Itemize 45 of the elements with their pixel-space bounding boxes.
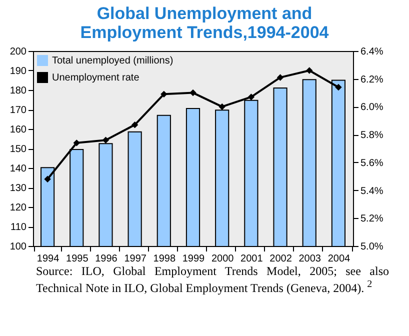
y-tick-label: 140 <box>10 164 27 174</box>
y-tick-label: 150 <box>10 144 27 155</box>
x-tick-label: 1997 <box>124 254 147 264</box>
x-tick-label: 2004 <box>328 254 351 264</box>
y-tick-label: 160 <box>10 124 27 136</box>
point <box>335 84 342 91</box>
point <box>160 90 168 98</box>
legend-label: Total unemployed (millions) <box>52 56 174 66</box>
x-tick-label: 2002 <box>270 254 292 264</box>
y2-tick-label: 5.2% <box>360 214 384 225</box>
y-tick-label: 120 <box>10 202 27 214</box>
point <box>73 140 80 146</box>
y2-tick-label: 6.2% <box>360 74 384 86</box>
x-tick-label: 1999 <box>182 254 206 264</box>
point <box>190 89 196 96</box>
point <box>131 121 138 128</box>
x-tick-label: 2001 <box>240 254 264 264</box>
y-tick-label: 110 <box>10 222 27 233</box>
y-tick-label: 170 <box>10 105 27 116</box>
point <box>102 136 110 144</box>
y2-tick-label: 6.4% <box>360 46 384 58</box>
x-tick-label: 2000 <box>211 254 234 264</box>
y2-tick-label: 5.8% <box>360 130 384 142</box>
x-tick-label: 1995 <box>66 254 89 264</box>
point <box>44 176 51 182</box>
point <box>306 67 313 74</box>
y-tick-label: 130 <box>10 183 27 194</box>
x-tick-label: 1996 <box>95 254 118 264</box>
x-tick-label: 1994 <box>36 254 60 264</box>
x-tick-label: 2003 <box>298 254 322 264</box>
point <box>276 74 284 81</box>
chart-title: Global Unemployment and Employment Trends,1994-2004 <box>79 4 330 42</box>
y2-tick-label: 5.6% <box>360 158 384 169</box>
y-tick-label: 200 <box>10 46 27 58</box>
source-note: Source: ILO, Global Employment Trends Model, 2005; see also Technical Note in ILO, Global Employment Trends (Geneva, 2004). $^{2}$ <box>36 264 389 295</box>
y2-tick-label: 6.0% <box>360 102 384 114</box>
y-tick-label: 190 <box>10 66 27 77</box>
y-tick-label: 100 <box>10 242 27 252</box>
y2-tick-label: 5.4% <box>360 186 384 197</box>
x-tick-label: 1998 <box>153 254 176 264</box>
legend-label: Unemployment rate <box>52 72 140 84</box>
point <box>218 103 226 110</box>
y-tick-label: 180 <box>10 86 27 96</box>
y2-tick-label: 5.0% <box>360 242 384 252</box>
point <box>248 94 255 100</box>
